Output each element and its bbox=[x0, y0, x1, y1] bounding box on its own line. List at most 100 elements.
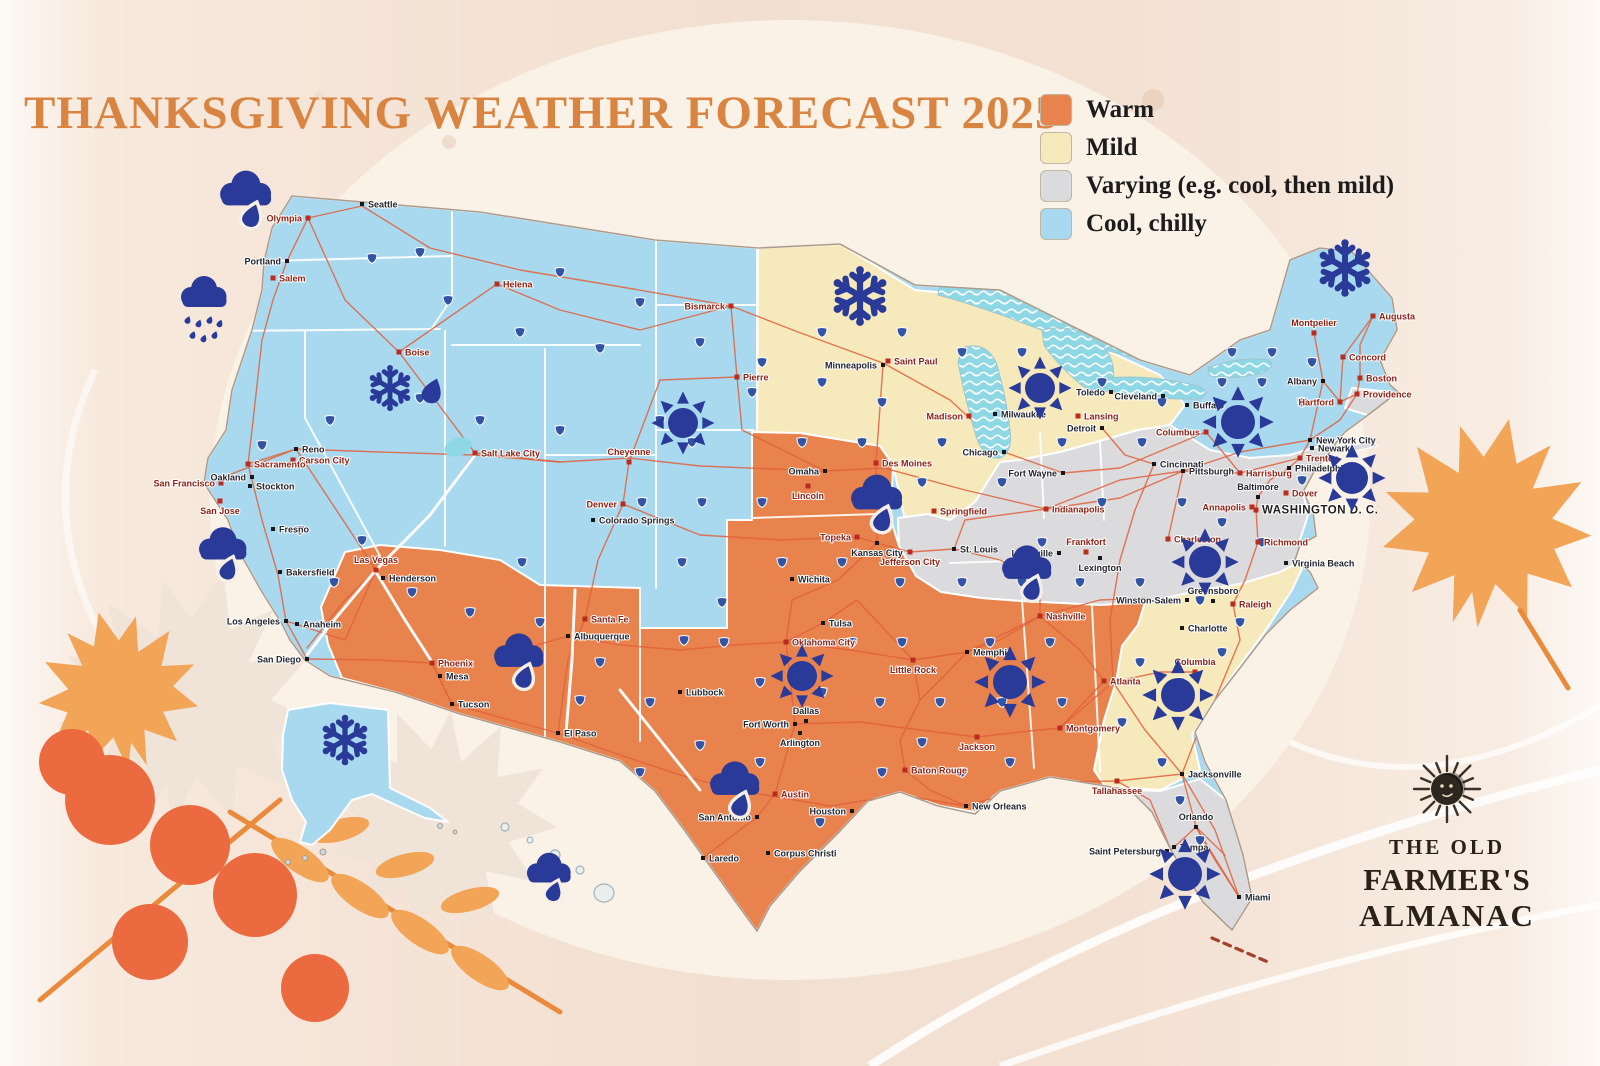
interstate-shield-icon bbox=[1216, 646, 1228, 659]
city-label: Corpus Christi bbox=[774, 849, 837, 859]
city-label: Jacksonville bbox=[1188, 770, 1242, 780]
city-dot bbox=[248, 484, 252, 488]
lake-erie bbox=[1103, 376, 1206, 400]
city-label: Lubbock bbox=[686, 688, 724, 698]
city-dot bbox=[823, 469, 827, 473]
city-label: Bismarck bbox=[684, 302, 726, 312]
interstate-shield-icon bbox=[1296, 396, 1308, 409]
city-dot bbox=[373, 567, 379, 573]
legend-item-label: Varying (e.g. cool, then mild) bbox=[1086, 171, 1395, 199]
city-label: Nashville bbox=[1046, 612, 1086, 622]
city-label: Des Moines bbox=[882, 459, 932, 469]
city-dot bbox=[1152, 462, 1156, 466]
interstate-shield-icon bbox=[984, 636, 996, 649]
city-dot bbox=[294, 447, 298, 451]
city-dot bbox=[790, 577, 794, 581]
interstate-shield-icon bbox=[756, 356, 768, 369]
city-label: Springfield bbox=[940, 507, 987, 517]
city-label: Baltimore bbox=[1237, 482, 1279, 492]
city-dot bbox=[1256, 495, 1260, 499]
city-dot bbox=[1337, 399, 1343, 405]
city-dot bbox=[1043, 506, 1049, 512]
city-dot bbox=[1165, 849, 1169, 853]
leaf-branch-icon bbox=[271, 816, 509, 991]
city-dot bbox=[285, 259, 289, 263]
city-dot bbox=[1287, 466, 1291, 470]
city-dot bbox=[1185, 598, 1189, 602]
interstate-shield-icon bbox=[1036, 536, 1048, 549]
city-dot bbox=[217, 498, 223, 504]
interstate-shield-icon bbox=[1174, 794, 1186, 807]
city-dot bbox=[556, 731, 560, 735]
city-label: Saint Paul bbox=[894, 357, 938, 367]
city-dot bbox=[1180, 772, 1184, 776]
city-dot bbox=[974, 734, 980, 740]
interstate-shield-icon bbox=[934, 696, 946, 709]
city-dot bbox=[1237, 470, 1243, 476]
city-dot bbox=[873, 460, 879, 466]
interstate-shield-icon bbox=[846, 636, 858, 649]
legend-swatch bbox=[1040, 207, 1072, 240]
city-label: Dover bbox=[1292, 489, 1318, 499]
city-dot bbox=[1037, 613, 1043, 619]
city-label: Topeka bbox=[820, 533, 852, 543]
city-dot bbox=[1310, 446, 1314, 450]
interstate-shield-icon bbox=[1216, 376, 1228, 389]
city-dot bbox=[1237, 895, 1241, 899]
city-label: Omaha bbox=[788, 467, 820, 477]
city-dot bbox=[1161, 394, 1165, 398]
sun-icon bbox=[1318, 444, 1386, 512]
interstate-shield-icon bbox=[554, 266, 566, 279]
interstate-shield-icon bbox=[554, 424, 566, 437]
city-dot bbox=[678, 690, 682, 694]
city-dot bbox=[1297, 455, 1303, 461]
city-label: Charleston bbox=[1174, 535, 1221, 545]
city-dot bbox=[755, 815, 759, 819]
city-label: Dallas bbox=[793, 706, 820, 716]
interstate-shield-icon bbox=[956, 346, 968, 359]
city-dot bbox=[793, 722, 797, 726]
interstate-shield-icon bbox=[644, 696, 656, 709]
interstate-shield-icon bbox=[796, 436, 808, 449]
raindrop-icon bbox=[238, 199, 263, 231]
farmers-almanac-logo: THE OLD FARMER'S ALMANAC bbox=[1302, 752, 1592, 934]
city-dot bbox=[566, 634, 570, 638]
legend-item-2: Varying (e.g. cool, then mild) bbox=[1040, 169, 1395, 202]
city-label: Columbus bbox=[1156, 428, 1200, 438]
city-label: Montgomery bbox=[1066, 724, 1120, 734]
city-label: Carson City bbox=[299, 456, 350, 466]
state-borders bbox=[227, 211, 1105, 773]
city-label: Raleigh bbox=[1239, 600, 1272, 610]
lake-ontario bbox=[1207, 358, 1273, 378]
city-label: Tallahassee bbox=[1092, 786, 1142, 796]
legend-item-label: Mild bbox=[1086, 133, 1138, 161]
page-title: THANKSGIVING WEATHER FORECAST 2025 bbox=[24, 87, 1060, 139]
rain-cloud-icon bbox=[851, 474, 903, 535]
sun-icon bbox=[1008, 356, 1072, 420]
city-label: Salt Lake City bbox=[481, 449, 540, 459]
legend-swatch bbox=[1040, 93, 1072, 126]
interstate-shield-icon bbox=[1306, 356, 1318, 369]
us-outline bbox=[203, 195, 1399, 932]
city-label: Lexington bbox=[1079, 563, 1122, 573]
city-dot bbox=[734, 374, 740, 380]
legend-item-0: Warm bbox=[1040, 93, 1394, 126]
sun-icon bbox=[1142, 659, 1214, 731]
interstate-shield-icon bbox=[1134, 576, 1146, 589]
rain-cloud-icon bbox=[1002, 545, 1052, 604]
city-dot bbox=[1165, 536, 1171, 542]
city-dot bbox=[798, 731, 802, 735]
city-dot bbox=[952, 547, 956, 551]
decor-arc bbox=[867, 765, 1600, 1066]
interstate-shield-icon bbox=[1156, 756, 1168, 769]
city-label: Atlanta bbox=[1110, 677, 1141, 687]
city-label: Tulsa bbox=[829, 619, 853, 629]
city-label: Minneapolis bbox=[825, 361, 877, 371]
interstate-shield-icon bbox=[256, 439, 268, 452]
decor-dot bbox=[314, 91, 324, 101]
interstate-shield-icon bbox=[1156, 396, 1168, 409]
city-label: Albuquerque bbox=[574, 632, 630, 642]
decor-arc bbox=[998, 901, 1600, 1066]
city-label: New Orleans bbox=[972, 802, 1027, 812]
city-label: Pierre bbox=[743, 373, 769, 383]
